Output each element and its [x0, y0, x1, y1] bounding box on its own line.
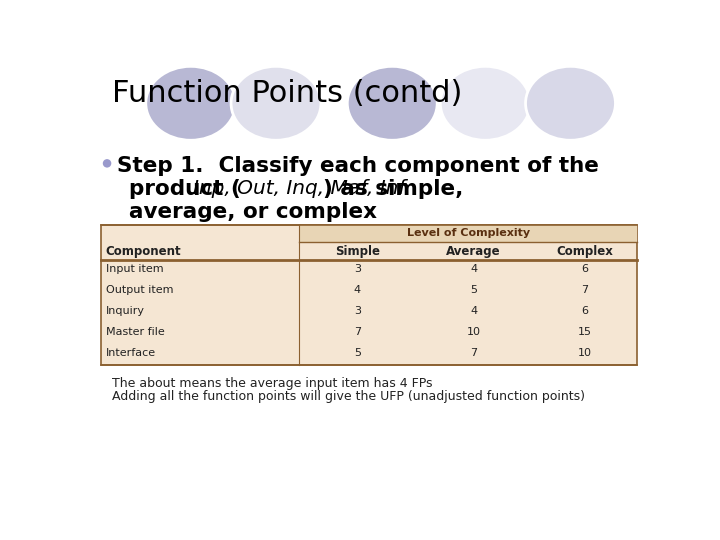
Ellipse shape	[145, 66, 235, 140]
Ellipse shape	[526, 66, 616, 140]
Text: Master file: Master file	[106, 327, 164, 337]
Text: ) as simple,: ) as simple,	[323, 179, 464, 199]
Text: Average: Average	[446, 245, 501, 258]
Text: 3: 3	[354, 306, 361, 316]
Text: Interface: Interface	[106, 348, 156, 358]
Ellipse shape	[103, 159, 112, 167]
Ellipse shape	[231, 66, 321, 140]
Text: Simple: Simple	[335, 245, 380, 258]
Text: Function Points (contd): Function Points (contd)	[112, 79, 462, 107]
Text: 5: 5	[354, 348, 361, 358]
Text: 4: 4	[470, 264, 477, 274]
Text: 15: 15	[577, 327, 591, 337]
Text: 7: 7	[470, 348, 477, 358]
Text: 10: 10	[577, 348, 591, 358]
Text: Complex: Complex	[556, 245, 613, 258]
FancyBboxPatch shape	[101, 225, 637, 365]
Text: Inp, Out, Inq, Maf, Inf: Inp, Out, Inq, Maf, Inf	[193, 179, 405, 198]
Text: 7: 7	[354, 327, 361, 337]
Text: Adding all the function points will give the UFP (unadjusted function points): Adding all the function points will give…	[112, 390, 585, 403]
Text: 7: 7	[581, 285, 588, 295]
Text: Output item: Output item	[106, 285, 173, 295]
Text: product (: product (	[129, 179, 240, 199]
Text: 4: 4	[354, 285, 361, 295]
Text: Inquiry: Inquiry	[106, 306, 145, 316]
Text: 3: 3	[354, 264, 361, 274]
Text: The about means the average input item has 4 FPs: The about means the average input item h…	[112, 377, 432, 390]
Text: 6: 6	[581, 264, 588, 274]
Ellipse shape	[441, 66, 530, 140]
Text: 4: 4	[470, 306, 477, 316]
Text: 5: 5	[470, 285, 477, 295]
Text: Step 1.  Classify each component of the: Step 1. Classify each component of the	[117, 156, 599, 176]
Text: Component: Component	[106, 245, 181, 258]
Text: Input item: Input item	[106, 264, 163, 274]
Ellipse shape	[347, 66, 437, 140]
Text: Level of Complexity: Level of Complexity	[407, 228, 530, 239]
FancyBboxPatch shape	[300, 225, 637, 242]
Text: 10: 10	[467, 327, 481, 337]
Text: average, or complex: average, or complex	[129, 202, 377, 222]
Text: 6: 6	[581, 306, 588, 316]
